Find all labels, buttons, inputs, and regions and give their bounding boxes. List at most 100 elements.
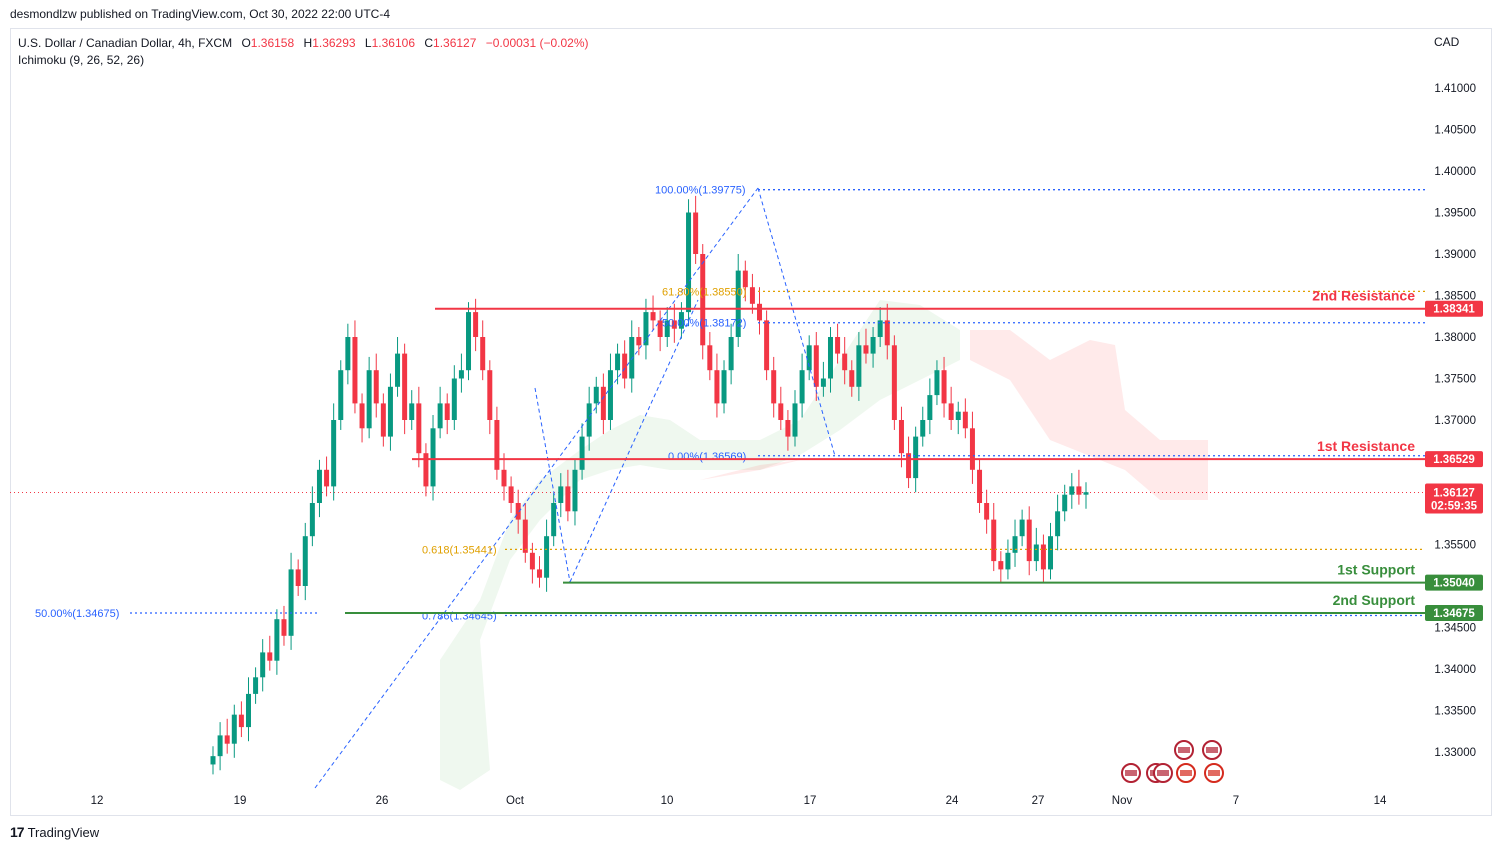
candle-body (387, 386, 393, 437)
candle-body (586, 403, 592, 437)
candle-body (352, 337, 358, 404)
candle-body (593, 386, 599, 404)
candle-body (288, 569, 294, 636)
candle-body (302, 536, 308, 586)
candle-body (615, 353, 621, 371)
x-tick-label: 7 (1233, 795, 1239, 807)
candle-body (835, 337, 841, 354)
close-label: C (424, 36, 434, 50)
zone-label: 1st Support (1337, 562, 1415, 578)
candle-body (820, 378, 826, 387)
candle-body (572, 469, 578, 512)
candle-body (260, 652, 266, 678)
x-tick-label: 26 (376, 795, 389, 807)
candle-body (636, 337, 642, 346)
x-tick-label: 10 (661, 795, 674, 807)
price-tag-value: 1.38341 (1433, 304, 1475, 316)
candle-body (671, 320, 677, 329)
candle-body (842, 353, 848, 371)
candle-body (529, 552, 535, 570)
candle-body (238, 714, 244, 728)
x-tick-label: 27 (1032, 795, 1045, 807)
brand-name[interactable]: TradingView (27, 824, 100, 840)
candle-body (366, 370, 372, 429)
candle-body (558, 486, 564, 503)
candle-body (494, 420, 500, 470)
candle-body (714, 370, 720, 404)
candle-body (686, 212, 692, 313)
candle-body (409, 403, 415, 420)
candle-body (785, 420, 791, 437)
candle-body (955, 411, 961, 420)
publish-bar: desmondlzw published on TradingView.com,… (0, 0, 1502, 28)
candle-body (920, 420, 926, 437)
candle-body (451, 378, 457, 420)
candle-body (338, 370, 344, 420)
candle-body (1076, 486, 1082, 495)
candle-body (487, 370, 493, 420)
candle-body (231, 714, 237, 744)
x-tick-label: 12 (91, 795, 104, 807)
candle-body (742, 270, 748, 288)
y-tick-label: 1.34500 (1434, 623, 1476, 635)
candle-body (757, 303, 763, 321)
candle-body (941, 370, 947, 404)
candle-body (458, 370, 464, 379)
chart-frame[interactable] (10, 28, 1492, 816)
candle-body (977, 469, 983, 503)
price-tag (1425, 604, 1483, 621)
price-tag-value: 1.36529 (1433, 454, 1475, 466)
candle-body (998, 561, 1004, 570)
candle-body (969, 428, 975, 470)
candle-body (806, 345, 812, 371)
candle-body (430, 428, 436, 487)
fib-trendline-up (314, 187, 759, 789)
candle-body (309, 503, 315, 537)
candle-body (891, 345, 897, 420)
open-value: 1.36158 (250, 36, 295, 50)
x-tick-label: Nov (1112, 795, 1133, 807)
fib-trendline-down (757, 187, 836, 457)
candle-body (1055, 511, 1061, 537)
y-tick-label: 1.40000 (1434, 166, 1476, 178)
candle-body (1005, 552, 1011, 570)
candle-body (1026, 519, 1032, 562)
candle-body (1062, 494, 1068, 512)
y-tick-label: 1.38000 (1434, 332, 1476, 344)
fib-trendline-3 (569, 299, 699, 583)
candle-body (898, 420, 904, 454)
candle-body (643, 312, 649, 346)
candle-body (849, 370, 855, 387)
candle-body (1033, 544, 1039, 562)
candle-body (906, 453, 912, 479)
candle-body (991, 519, 997, 562)
high-label: H (303, 36, 313, 50)
candle-body (749, 287, 755, 304)
candle-body (274, 619, 280, 661)
candle-body (224, 735, 230, 744)
candle-body (629, 337, 635, 379)
candle-body (359, 403, 365, 429)
fib-level-label: 0.618(1.35441) (422, 544, 497, 556)
publish-info: desmondlzw published on TradingView.com,… (10, 7, 390, 21)
candle-body (650, 312, 656, 321)
indicator-label[interactable]: Ichimoku (9, 26, 52, 26) (18, 53, 145, 67)
candle-body (728, 337, 734, 371)
open-label: O (241, 36, 251, 50)
candle-body (1040, 544, 1046, 570)
candle-body (267, 652, 273, 661)
candle-body (579, 436, 585, 470)
zone-label: 2nd Support (1333, 592, 1416, 608)
candle-body (444, 403, 450, 420)
footer: 17 TradingView (10, 824, 99, 840)
candle-body (316, 469, 322, 503)
price-tag-value: 1.35040 (1433, 578, 1475, 590)
candle-body (437, 403, 443, 429)
candle-body (607, 370, 613, 420)
candle-body (870, 337, 876, 354)
candle-body (934, 370, 940, 396)
candle-body (210, 756, 216, 765)
price-tag-value: 1.34675 (1433, 608, 1475, 620)
symbol-label[interactable]: U.S. Dollar / Canadian Dollar, 4h, FXCM (18, 36, 233, 50)
